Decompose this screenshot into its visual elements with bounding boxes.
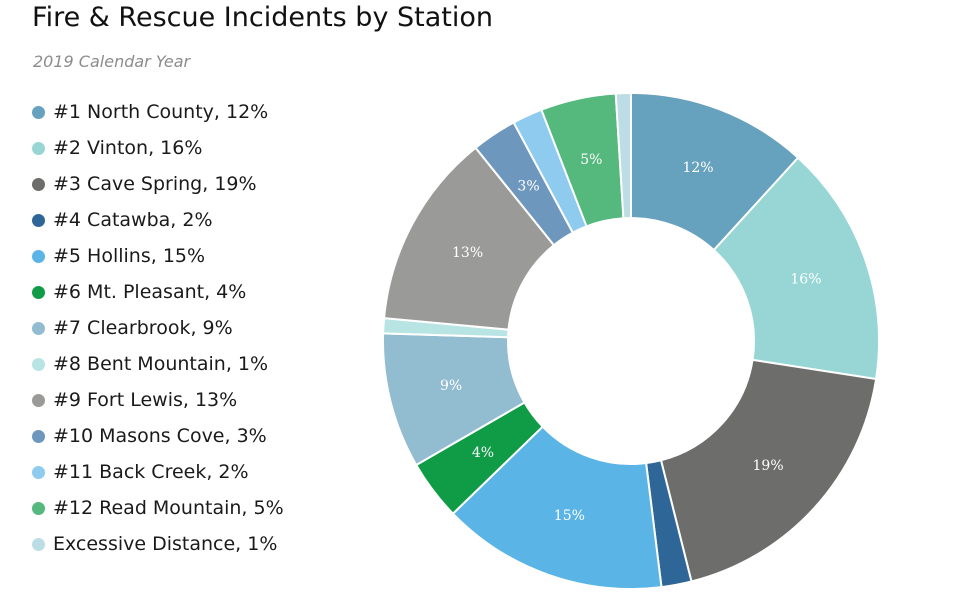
legend-label: #7 Clearbrook, 9% [53, 317, 233, 339]
slice-data-label: 19% [753, 458, 784, 474]
legend-item: #9 Fort Lewis, 13% [32, 382, 284, 418]
legend-item: #4 Catawba, 2% [32, 202, 284, 238]
donut-slice [614, 91, 632, 220]
legend-item: #1 North County, 12% [32, 94, 284, 130]
legend-swatch [32, 393, 45, 407]
legend-item: #7 Clearbrook, 9% [32, 310, 284, 346]
legend-label: #8 Bent Mountain, 1% [53, 353, 269, 375]
chart-legend: #1 North County, 12% #2 Vinton, 16% #3 Cav… [32, 94, 284, 562]
legend-item: #12 Read Mountain, 5% [32, 490, 284, 526]
slice-data-label: 3% [517, 178, 539, 194]
donut-slice [712, 156, 880, 381]
slice-data-label: 13% [452, 245, 483, 261]
legend-label: #12 Read Mountain, 5% [53, 497, 284, 519]
legend-item: #5 Hollins, 15% [32, 238, 284, 274]
legend-item: #11 Back Creek, 2% [32, 454, 284, 490]
legend-swatch [32, 465, 45, 479]
legend-swatch [32, 429, 45, 443]
legend-swatch [32, 537, 45, 551]
legend-label: #10 Masons Cove, 3% [53, 425, 267, 447]
legend-item: #10 Masons Cove, 3% [32, 418, 284, 454]
legend-label: #9 Fort Lewis, 13% [53, 389, 238, 411]
legend-swatch [32, 105, 45, 119]
donut-slice [451, 425, 663, 590]
legend-swatch [32, 285, 45, 299]
legend-label: #6 Mt. Pleasant, 4% [53, 281, 247, 303]
legend-label: #1 North County, 12% [53, 101, 269, 123]
legend-item: #3 Cave Spring, 19% [32, 166, 284, 202]
legend-swatch [32, 141, 45, 155]
chart-title: Fire & Rescue Incidents by Station [32, 2, 493, 33]
legend-label: #11 Back Creek, 2% [53, 461, 249, 483]
legend-item: Excessive Distance, 1% [32, 526, 284, 562]
legend-label: Excessive Distance, 1% [53, 533, 278, 555]
chart-subtitle: 2019 Calendar Year [33, 52, 191, 71]
legend-label: #3 Cave Spring, 19% [53, 173, 257, 195]
legend-item: #6 Mt. Pleasant, 4% [32, 274, 284, 310]
legend-item: #8 Bent Mountain, 1% [32, 346, 284, 382]
slice-data-label: 15% [554, 508, 585, 524]
slice-data-label: 4% [472, 445, 494, 461]
slice-data-label: 5% [580, 152, 602, 168]
legend-swatch [32, 321, 45, 335]
legend-label: #2 Vinton, 16% [53, 137, 203, 159]
legend-swatch [32, 213, 45, 227]
slice-data-label: 9% [440, 378, 462, 394]
slice-data-label: 12% [682, 160, 713, 176]
legend-item: #2 Vinton, 16% [32, 130, 284, 166]
legend-swatch [32, 177, 45, 191]
legend-label: #5 Hollins, 15% [53, 245, 206, 267]
legend-swatch [32, 357, 45, 371]
legend-label: #4 Catawba, 2% [53, 209, 213, 231]
legend-swatch [32, 501, 45, 515]
slice-data-label: 16% [790, 271, 821, 287]
legend-swatch [32, 249, 45, 263]
donut-slice [659, 358, 878, 583]
